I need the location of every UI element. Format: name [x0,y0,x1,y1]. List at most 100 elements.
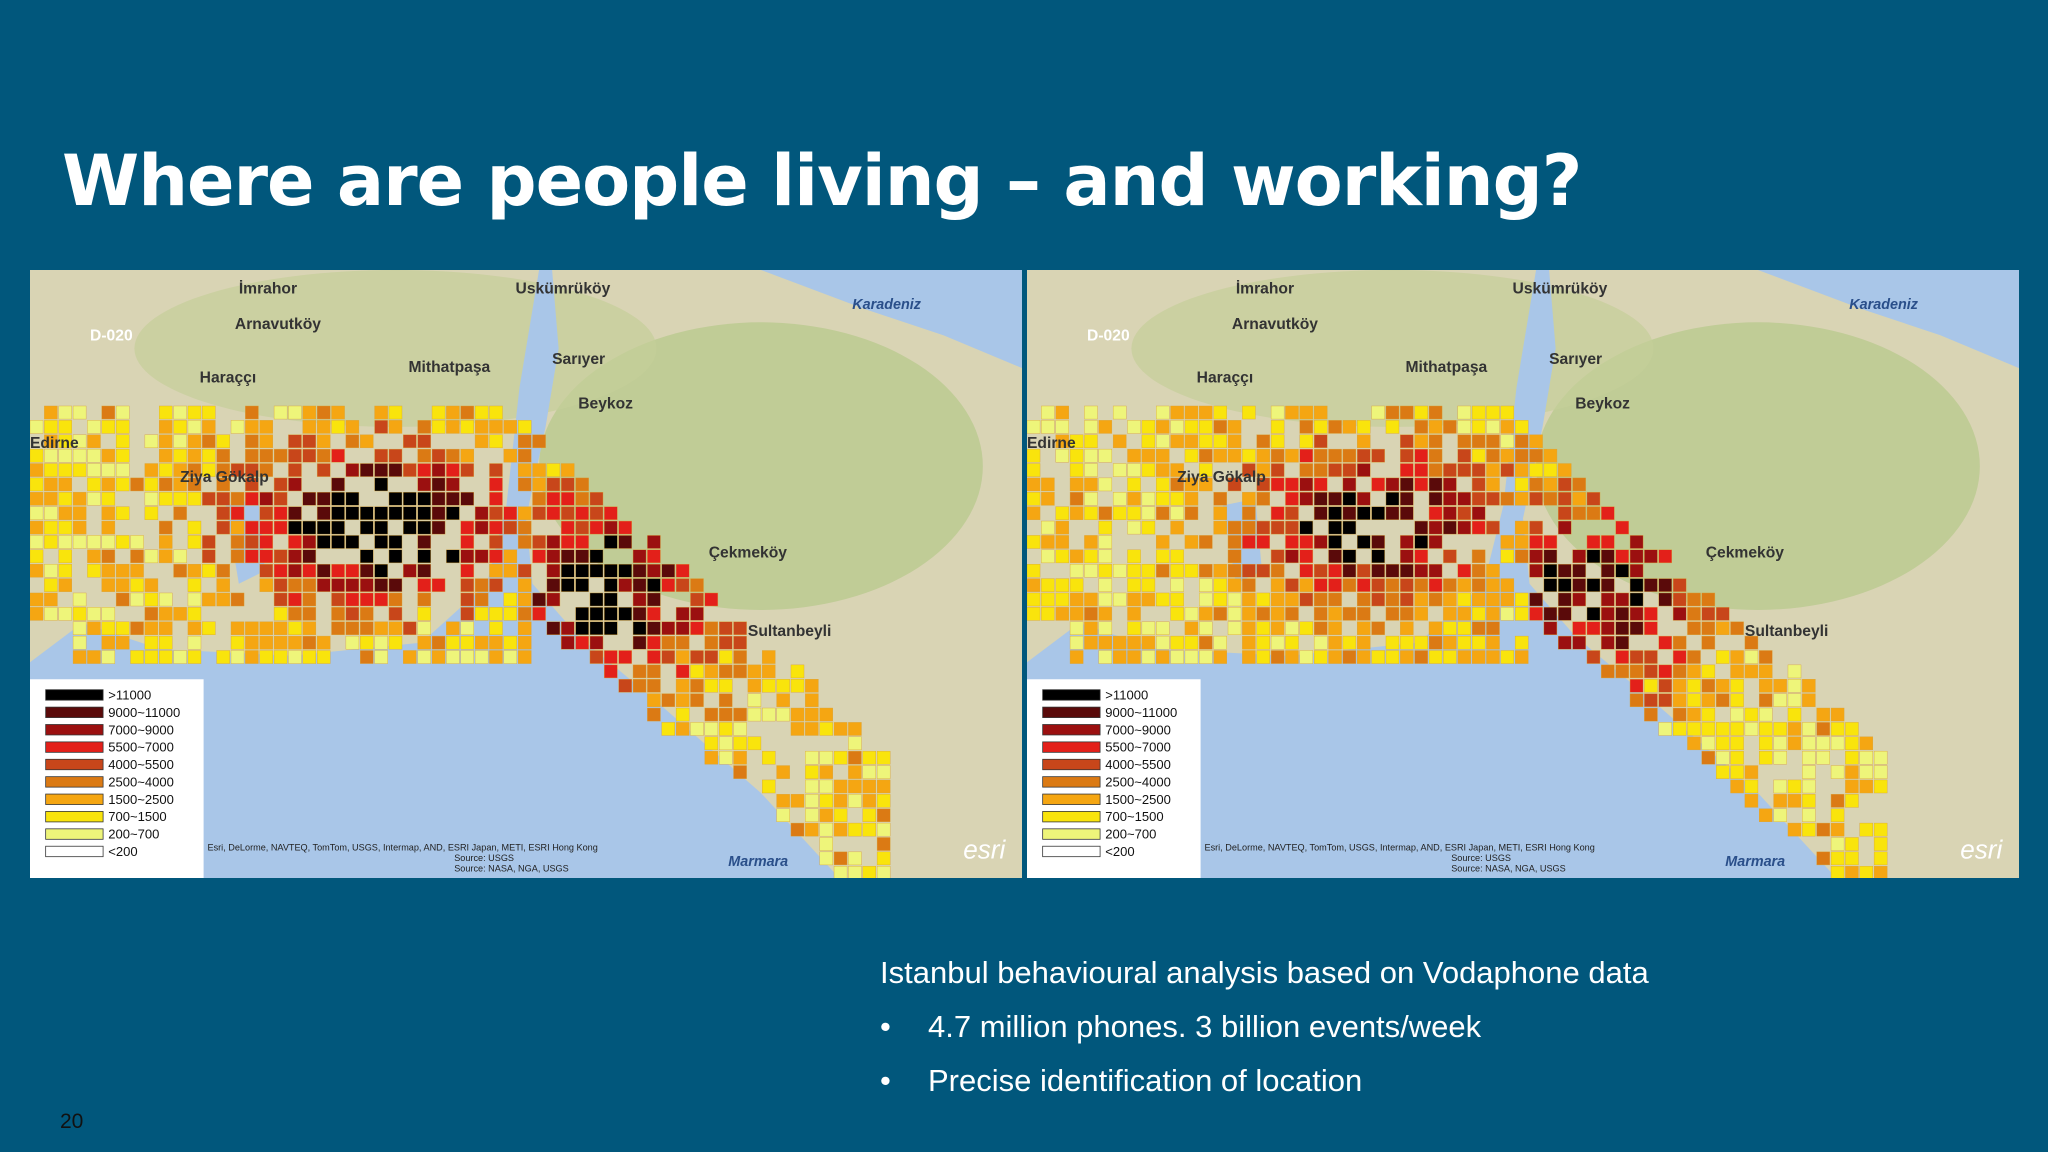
density-cell [1055,592,1069,607]
density-cell [1787,779,1802,794]
density-cell [1471,520,1486,535]
density-cell [561,477,575,492]
density-cell [1730,650,1744,664]
density-cell [187,492,202,506]
density-cell [1199,535,1213,549]
density-cell [776,808,790,822]
density-cell [1256,492,1270,506]
density-cell [288,535,302,549]
density-cell [1313,607,1328,621]
density-cell [1457,463,1471,477]
density-cell [1357,434,1371,449]
density-cell [1687,621,1701,635]
density-cell [1112,563,1127,578]
density-cell [1787,736,1802,751]
density-cell [58,535,72,549]
density-cell [1730,750,1744,765]
density-cell [1299,621,1314,635]
legend-label: 200~700 [1105,827,1156,842]
density-cell [87,621,101,635]
density-cell [374,448,388,463]
density-cell [58,607,72,621]
density-cell [1385,592,1400,607]
density-cell [1328,492,1342,506]
density-cell [1084,506,1098,520]
density-cell [1342,506,1357,520]
density-cell [403,563,417,578]
density-cell [747,693,762,707]
density-cell [1041,549,1055,564]
density-cell [1514,420,1529,434]
density-cell [230,549,245,564]
density-cell [1787,822,1802,837]
density-cell [733,722,747,736]
density-cell [316,520,331,535]
density-cell [230,621,245,635]
density-cell [446,650,460,664]
density-cell [1127,563,1141,578]
density-cell [1041,477,1055,492]
density-cell [1701,592,1716,607]
density-cell [1213,520,1227,535]
density-cell [230,520,245,535]
density-cell [159,463,173,477]
density-cell [1687,693,1701,707]
density-cell [1027,463,1041,477]
density-cell [1242,535,1256,549]
density-cell [1256,434,1270,449]
density-cell [1328,578,1342,592]
density-cell [733,765,747,779]
density-cell [1644,693,1658,707]
density-cell [589,506,604,520]
density-cell [345,578,360,592]
density-cell [1141,563,1156,578]
density-cell [1543,477,1558,492]
density-cell [388,592,403,607]
place-label: Arnavutköy [235,316,321,333]
density-cell [460,650,474,664]
density-cell [87,477,101,492]
density-cell [618,650,632,664]
density-cell [388,535,403,549]
density-cell [216,592,230,607]
density-cell [1141,621,1156,635]
density-cell [316,448,331,463]
density-cell [1514,635,1529,650]
density-cell [1227,563,1242,578]
density-cell [1457,492,1471,506]
density-cell [1687,650,1701,664]
density-cell [1256,650,1270,664]
density-cell [1400,506,1414,520]
density-cell [1400,621,1414,635]
density-cell [805,779,819,794]
density-cell [1658,635,1672,650]
density-cell [1299,463,1314,477]
density-cell [1127,477,1141,492]
density-cell [1845,779,1859,794]
density-cell [1256,621,1270,635]
legend-swatch [1042,689,1101,701]
density-cell [1141,463,1156,477]
density-cell [704,736,719,751]
density-cell [460,621,474,635]
density-cell [1457,621,1471,635]
density-cell [575,477,589,492]
density-cell [747,679,762,693]
density-cell [1629,578,1644,592]
density-cell [1170,650,1184,664]
density-cell [618,535,632,549]
density-cell [288,578,302,592]
density-cell [604,607,618,621]
density-cell [862,808,877,822]
density-cell [1213,405,1227,420]
density-cell [1486,607,1500,621]
density-cell [1443,621,1457,635]
density-cell [101,463,116,477]
density-cell [374,420,388,434]
density-cell [345,621,360,635]
density-cell [1414,520,1428,535]
density-cell [187,563,202,578]
density-cell [1759,679,1773,693]
density-cell [417,448,431,463]
density-cell [388,448,403,463]
